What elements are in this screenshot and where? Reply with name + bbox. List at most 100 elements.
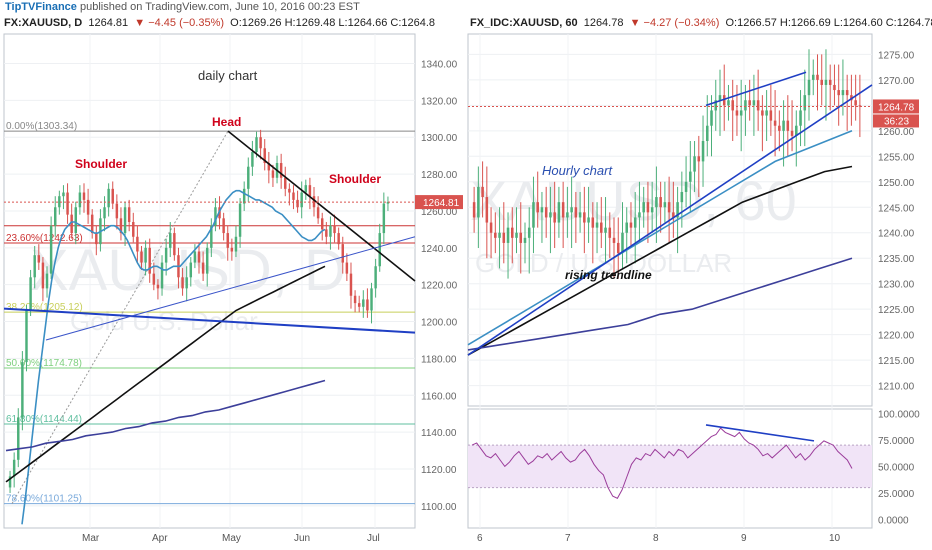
right-candle-body bbox=[773, 120, 777, 126]
left-candle-body bbox=[21, 362, 24, 418]
right-candle-body bbox=[540, 207, 544, 213]
left-candle-body bbox=[25, 310, 28, 363]
right-candle-body bbox=[684, 181, 688, 192]
right-candle-body bbox=[574, 207, 578, 218]
left-y-tick-label: 1120.00 bbox=[421, 465, 457, 476]
right-candle-body bbox=[591, 217, 595, 228]
fib-level-label: 50.00%(1174.78) bbox=[6, 358, 82, 369]
right-chart-header: FX_IDC:XAUUSD, 60 1264.78 ▼ −4.27 (−0.34… bbox=[470, 15, 932, 31]
right-price-tag-text: 1264.78 bbox=[878, 102, 915, 113]
right-x-tick-label: 9 bbox=[741, 533, 747, 544]
left-candle-body bbox=[312, 196, 316, 208]
right-candle-body bbox=[595, 222, 599, 228]
right-candle-body bbox=[570, 207, 573, 213]
right-candle-body bbox=[761, 110, 764, 116]
left-candle-body bbox=[173, 233, 176, 256]
left-candle-body bbox=[316, 207, 320, 219]
right-y-tick-label: 1270.00 bbox=[878, 76, 915, 87]
right-candle-body bbox=[799, 110, 802, 126]
left-shoulder-label: Shoulder bbox=[75, 157, 127, 171]
right-candle-body bbox=[837, 90, 840, 96]
right-y-tick-label: 1260.00 bbox=[878, 127, 915, 138]
right-symbol[interactable]: FX_IDC:XAUUSD, 60 bbox=[470, 17, 578, 29]
right-ma-blue bbox=[467, 130, 853, 346]
right-candle-body bbox=[824, 79, 828, 85]
right-candle-body bbox=[744, 100, 747, 111]
right-candle-body bbox=[693, 156, 696, 172]
rsi-y-tick-label: 25.0000 bbox=[878, 489, 915, 500]
left-candle-body bbox=[201, 262, 205, 274]
left-candle-body bbox=[382, 203, 386, 234]
left-x-tick-label: Apr bbox=[152, 533, 168, 544]
head-label: Head bbox=[212, 115, 241, 129]
rising-trendline-label: rising trendline bbox=[565, 268, 652, 282]
fib-level-label: 23.60%(1242.63) bbox=[6, 233, 83, 244]
right-candle-body bbox=[803, 95, 807, 111]
right-candle-body bbox=[485, 197, 489, 223]
right-candle-body bbox=[544, 207, 548, 218]
left-candle-body bbox=[193, 251, 197, 263]
left-last-price: 1264.81 bbox=[88, 17, 129, 29]
left-head-trendline bbox=[227, 130, 416, 282]
left-candle-body bbox=[8, 476, 12, 488]
left-candle-body bbox=[247, 166, 250, 189]
left-ma-navy bbox=[5, 379, 326, 452]
left-candle-body bbox=[169, 233, 172, 248]
right-candle-body bbox=[608, 227, 612, 238]
right-candle-body bbox=[519, 232, 523, 243]
right-last-price: 1264.78 bbox=[583, 17, 624, 29]
rsi-divergence-line bbox=[705, 424, 815, 442]
right-candle-body bbox=[845, 90, 849, 96]
right-x-tick-label: 10 bbox=[829, 533, 841, 544]
rsi-y-tick-label: 100.0000 bbox=[878, 409, 920, 420]
left-candle-body bbox=[86, 199, 90, 215]
left-change: ▼ −4.45 (−0.35%) bbox=[134, 17, 225, 29]
right-candle-body bbox=[638, 212, 641, 218]
left-candle-body bbox=[300, 192, 303, 208]
left-candle-body bbox=[78, 192, 82, 208]
left-candle-body bbox=[37, 255, 41, 263]
right-y-tick-label: 1210.00 bbox=[878, 382, 915, 393]
right-candle-body bbox=[515, 232, 518, 238]
right-rising-trendline bbox=[467, 84, 873, 356]
left-candle-body bbox=[119, 218, 123, 234]
right-candle-body bbox=[527, 227, 531, 238]
right-price-tag bbox=[873, 99, 919, 114]
right-candle-body bbox=[583, 212, 586, 223]
right-candle-body bbox=[820, 79, 823, 85]
left-y-tick-label: 1300.00 bbox=[421, 133, 458, 144]
left-candle-body bbox=[337, 233, 340, 245]
right-x-tick-label: 8 bbox=[653, 533, 659, 544]
left-candle-body bbox=[308, 185, 312, 197]
right-candle-body bbox=[816, 74, 819, 80]
left-x-tick-label: Jun bbox=[294, 533, 310, 544]
right-candle-body bbox=[561, 202, 565, 218]
left-candle-body bbox=[263, 148, 266, 164]
left-y-tick-label: 1320.00 bbox=[421, 96, 458, 107]
left-y-tick-label: 1180.00 bbox=[421, 354, 457, 365]
author-link[interactable]: TipTVFinance bbox=[5, 1, 77, 13]
left-candle-body bbox=[111, 188, 114, 204]
right-candle-body bbox=[642, 202, 645, 213]
left-candle-body bbox=[374, 266, 377, 289]
right-ohlc: O:1266.57 H:1266.69 L:1264.60 C:1264.78 bbox=[725, 17, 932, 29]
left-candle-body bbox=[267, 163, 271, 171]
right-candle-body bbox=[506, 227, 510, 243]
right-candle-body bbox=[858, 105, 862, 107]
left-candle-body bbox=[370, 288, 373, 311]
right-candle-body bbox=[807, 79, 811, 96]
rsi-band bbox=[468, 445, 872, 488]
right-candle-body bbox=[752, 100, 756, 106]
rsi-line bbox=[471, 427, 853, 499]
left-candle-body bbox=[259, 137, 262, 149]
right-watermark: XAUUSD, 60 bbox=[470, 169, 797, 232]
left-candle-body bbox=[58, 196, 61, 208]
right-candle-body bbox=[735, 110, 739, 116]
left-y-tick-label: 1260.00 bbox=[421, 207, 458, 218]
left-symbol[interactable]: FX:XAUUSD, D bbox=[4, 17, 83, 29]
left-candle-body bbox=[357, 303, 361, 307]
left-grid bbox=[4, 62, 415, 507]
right-candle-body bbox=[600, 222, 603, 233]
right-candle-body bbox=[833, 84, 836, 91]
